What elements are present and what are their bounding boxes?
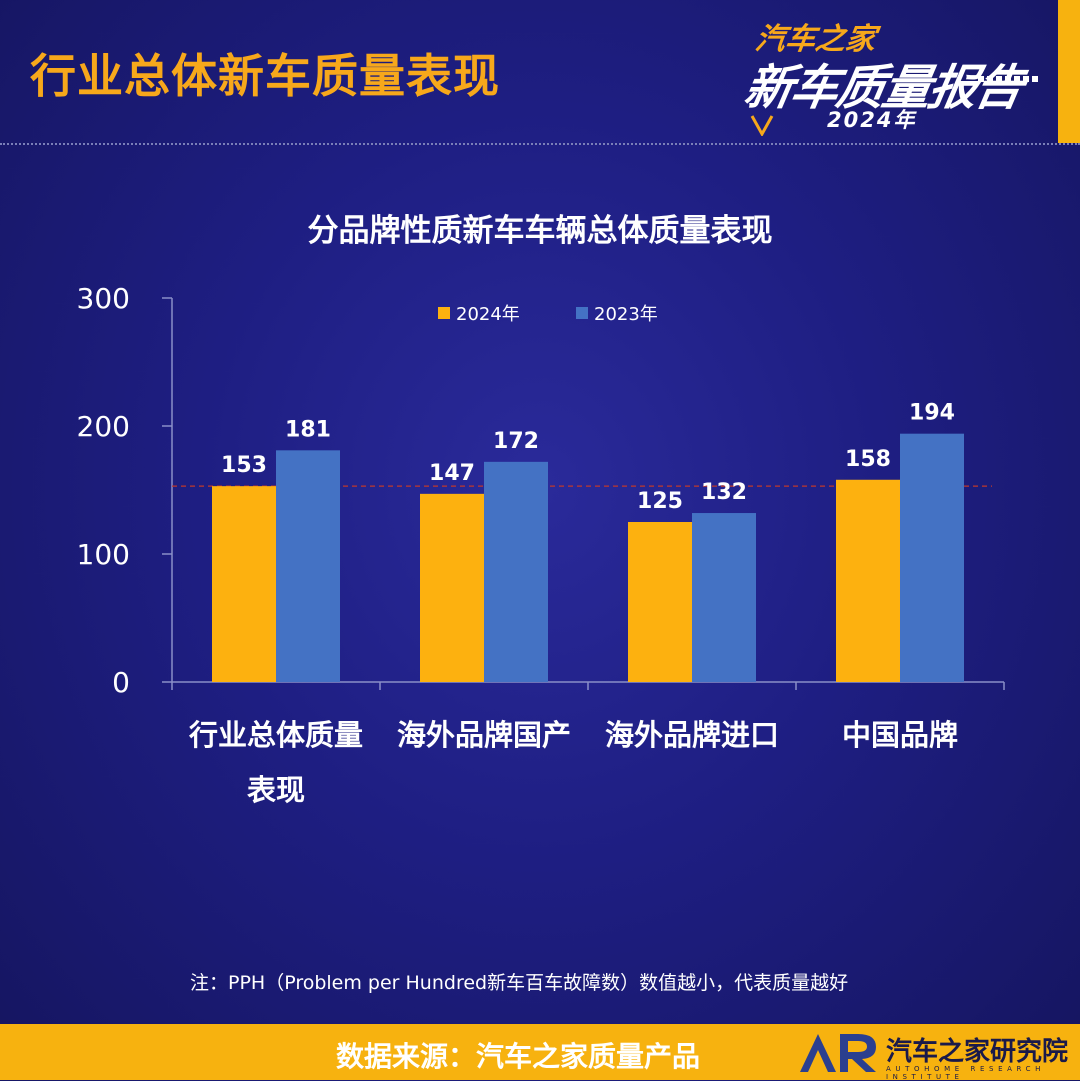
legend-label: 2023年 (594, 304, 658, 325)
footer-bar: 数据来源：汽车之家质量产品 汽车之家研究院 AUTOHOME RESEARCH … (0, 1024, 1080, 1081)
bar-value-label: 147 (429, 461, 475, 486)
org-name: 汽车之家研究院 (886, 1037, 1069, 1067)
y-tick-label: 100 (77, 538, 130, 571)
footnote: 注：PPH（Problem per Hundred新车百车故障数）数值越小，代表… (190, 972, 849, 994)
bar-value-label: 125 (637, 489, 683, 514)
data-source: 数据来源：汽车之家质量产品 (336, 1040, 701, 1073)
org-subtitle: AUTOHOME RESEARCH INSTITUTE (886, 1065, 1045, 1081)
x-category-label: 海外品牌进口 (605, 718, 779, 752)
legend-label: 2024年 (456, 304, 520, 325)
x-category-label: 中国品牌 (842, 718, 958, 752)
logo-v-mark-icon (750, 115, 774, 136)
report-logo: 汽车之家 新车质量报告 2024年 (740, 10, 1052, 136)
bar-2023 (484, 461, 548, 682)
accent-bar (1058, 0, 1080, 143)
y-tick-label: 300 (77, 282, 130, 315)
legend-swatch-2023 (576, 307, 588, 319)
bar-value-label: 153 (221, 453, 267, 478)
bar-value-label: 181 (285, 417, 331, 442)
bar-2024 (212, 486, 276, 682)
x-category-label: 海外品牌国产 (397, 718, 571, 752)
header-divider (0, 143, 1080, 145)
x-category-label: 行业总体质量 (188, 718, 363, 752)
chart-title: 分品牌性质新车车辆总体质量表现 (307, 213, 773, 249)
page-title: 行业总体新车质量表现 (30, 49, 500, 103)
bar-2023 (692, 513, 756, 682)
y-tick-label: 0 (112, 666, 130, 699)
bar-2023 (900, 433, 964, 682)
bar-value-label: 194 (909, 401, 955, 426)
bar-value-label: 172 (493, 429, 539, 454)
bar-2024 (420, 493, 484, 682)
bar-2024 (836, 479, 900, 682)
bar-2023 (276, 450, 340, 682)
x-category-label: 表现 (247, 773, 305, 807)
logo-stripe (978, 76, 1038, 82)
bar-value-label: 158 (845, 447, 891, 472)
legend-swatch-2024 (438, 307, 450, 319)
y-tick-label: 200 (77, 410, 130, 443)
bar-value-label: 132 (701, 480, 747, 505)
logo-year: 2024年 (827, 108, 917, 132)
bar-2024 (628, 522, 692, 682)
ar-logo-icon (800, 1034, 876, 1072)
